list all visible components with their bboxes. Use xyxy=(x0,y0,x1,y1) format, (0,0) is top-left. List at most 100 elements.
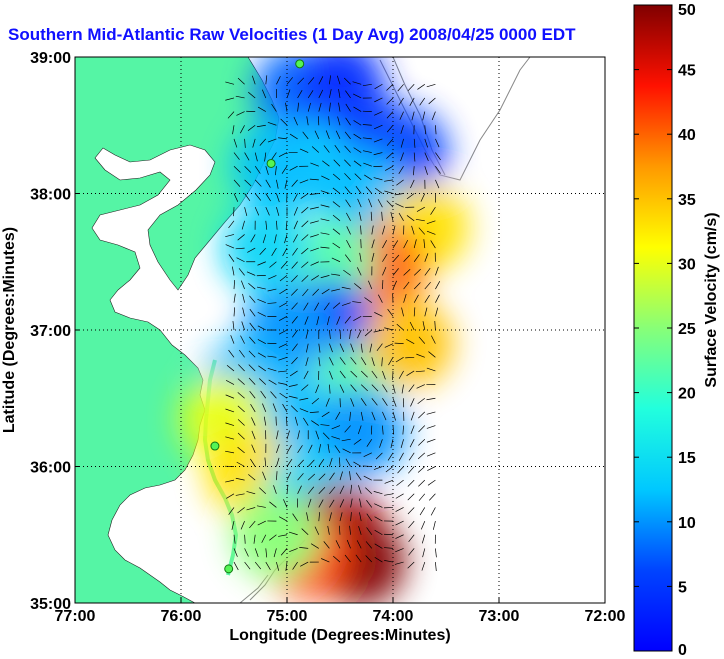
velocity-vector xyxy=(238,268,245,276)
velocity-vector xyxy=(350,343,355,353)
velocity-vector xyxy=(352,93,362,99)
velocity-vector xyxy=(332,173,341,181)
velocity-vector xyxy=(358,211,362,221)
colorbar-tick-label: 35 xyxy=(678,192,696,209)
velocity-vector xyxy=(320,204,330,208)
y-tick-label: 39:00 xyxy=(30,50,71,67)
velocity-vector xyxy=(310,247,319,252)
velocity-vector xyxy=(374,97,383,103)
velocity-vector xyxy=(320,246,330,249)
velocity-vector xyxy=(352,81,362,85)
velocity-vector xyxy=(376,343,383,352)
velocity-vector xyxy=(374,556,383,563)
velocity-vector xyxy=(278,370,288,373)
velocity-vector xyxy=(310,234,319,238)
velocity-vector xyxy=(329,343,333,353)
velocity-vector xyxy=(398,212,404,221)
velocity-vector xyxy=(349,411,351,421)
velocity-vector xyxy=(237,507,245,514)
velocity-vector xyxy=(392,384,396,394)
velocity-vector xyxy=(410,425,415,435)
station-marker xyxy=(224,564,234,574)
velocity-vector xyxy=(244,207,248,216)
velocity-region xyxy=(317,388,406,477)
velocity-vector xyxy=(332,302,341,309)
velocity-vector xyxy=(422,548,426,558)
velocity-vector xyxy=(251,75,256,85)
velocity-vector xyxy=(225,408,235,413)
velocity-vector xyxy=(413,282,421,290)
velocity-vector xyxy=(318,89,324,99)
velocity-vector xyxy=(278,356,288,361)
velocity-vector xyxy=(363,162,372,167)
velocity-vector xyxy=(346,539,351,549)
velocity-vector xyxy=(409,439,415,448)
velocity-vector xyxy=(292,513,298,522)
velocity-vector xyxy=(265,75,268,85)
velocity-vector xyxy=(273,485,277,494)
velocity-vector xyxy=(257,520,266,526)
velocity-vector xyxy=(369,343,373,353)
velocity-vector xyxy=(331,288,341,292)
velocity-vector xyxy=(356,540,362,549)
velocity-vector xyxy=(374,516,383,522)
velocity-vector xyxy=(410,179,415,189)
velocity-vector xyxy=(325,130,330,140)
velocity-vector xyxy=(236,111,245,116)
velocity-vector xyxy=(416,353,425,358)
velocity-vector xyxy=(286,444,292,454)
velocity-vector xyxy=(403,239,409,249)
velocity-vector xyxy=(422,321,426,331)
velocity-vector xyxy=(254,166,261,174)
velocity-vector xyxy=(386,200,394,208)
velocity-vector xyxy=(291,357,298,365)
velocity-vector xyxy=(265,220,268,230)
velocity-vector xyxy=(318,512,320,522)
velocity-vector xyxy=(359,498,362,508)
velocity-vector xyxy=(395,548,404,553)
velocity-vector xyxy=(329,499,335,508)
velocity-vector xyxy=(408,520,415,529)
velocity-vector xyxy=(293,207,298,216)
velocity-vector xyxy=(299,397,309,401)
colorbar-tick-label: 20 xyxy=(678,386,696,403)
velocity-vector xyxy=(411,111,415,121)
velocity-vector xyxy=(275,166,277,176)
velocity-vector xyxy=(232,125,235,135)
velocity-vector xyxy=(377,199,383,208)
velocity-vector xyxy=(355,554,362,563)
velocity-vector xyxy=(360,384,368,392)
velocity-vector xyxy=(359,512,362,522)
velocity-vector xyxy=(424,294,430,303)
velocity-vector xyxy=(435,562,437,572)
velocity-vector xyxy=(408,548,415,556)
velocity-vector xyxy=(427,479,436,486)
velocity-vector xyxy=(406,370,415,376)
velocity-vector xyxy=(238,349,245,358)
velocity-vector xyxy=(316,316,320,326)
velocity-vector xyxy=(353,106,362,112)
velocity-vector xyxy=(435,281,441,290)
velocity-vector xyxy=(301,384,309,391)
velocity-vector xyxy=(344,159,351,167)
velocity-vector xyxy=(373,152,383,156)
velocity-vector xyxy=(419,97,426,106)
velocity-vector xyxy=(366,513,373,522)
velocity-vector xyxy=(254,561,262,570)
velocity-vector xyxy=(374,312,383,317)
velocity-vector xyxy=(254,193,262,201)
velocity-vector xyxy=(424,281,431,290)
velocity-vector xyxy=(251,430,256,440)
velocity-vector xyxy=(341,302,351,306)
velocity-vector xyxy=(382,384,388,393)
velocity-vector xyxy=(395,493,404,499)
velocity-vector xyxy=(233,548,238,557)
velocity-vector xyxy=(241,220,245,230)
velocity-vector xyxy=(262,234,267,244)
velocity-vector xyxy=(430,240,436,249)
velocity-vector xyxy=(421,561,426,571)
velocity-vector xyxy=(402,425,404,435)
velocity-vector xyxy=(344,316,351,324)
velocity-vector xyxy=(422,111,426,121)
velocity-vector xyxy=(249,520,256,529)
